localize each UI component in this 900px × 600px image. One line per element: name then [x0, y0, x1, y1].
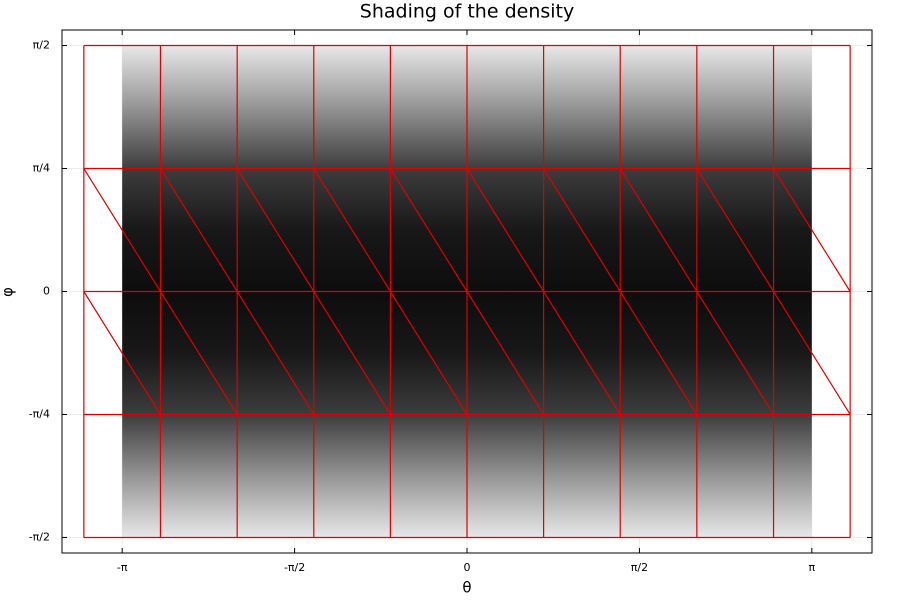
mesh-edge	[83, 291, 161, 415]
y-tick-label: π/4	[33, 162, 50, 175]
mesh-edge	[313, 291, 391, 415]
y-axis-label: φ	[0, 287, 17, 297]
mesh-edge	[159, 168, 238, 292]
mesh-edge	[389, 291, 468, 415]
mesh-edge	[466, 168, 545, 292]
mesh-edge	[466, 291, 545, 415]
mesh-edge	[696, 168, 775, 292]
mesh-edge	[543, 168, 621, 292]
mesh-edge	[619, 168, 698, 292]
x-tick-label: π	[808, 561, 815, 574]
x-tick-label: -π/2	[284, 561, 305, 574]
mesh-edge	[619, 291, 698, 415]
mesh-edge	[236, 291, 315, 415]
x-tick-label: 0	[464, 561, 471, 574]
mesh-edge	[313, 168, 391, 292]
y-tick-label: -π/4	[29, 407, 50, 420]
mesh-edge	[543, 291, 621, 415]
mesh-edge	[696, 291, 775, 415]
y-tick-label: π/2	[33, 39, 50, 52]
chart-title: Shading of the density	[360, 1, 574, 23]
y-tick-label: -π/2	[29, 530, 50, 543]
mesh-edge	[236, 168, 315, 292]
x-tick-label: -π	[117, 561, 128, 574]
mesh-edge	[389, 168, 468, 292]
mesh-edge	[83, 168, 161, 292]
mesh-edge	[773, 168, 851, 292]
y-tick-label: 0	[43, 285, 50, 298]
x-tick-label: π/2	[631, 561, 648, 574]
mesh-edge	[159, 291, 238, 415]
mesh-edge	[773, 291, 851, 415]
x-axis-label: θ	[462, 579, 471, 597]
